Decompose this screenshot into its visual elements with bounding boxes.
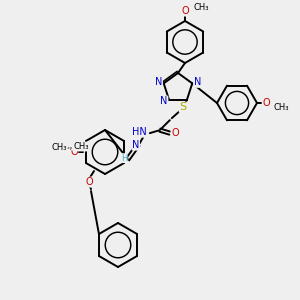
Text: N: N	[194, 77, 201, 87]
Text: O: O	[171, 128, 178, 138]
Text: CH₃: CH₃	[274, 103, 290, 112]
Text: S: S	[179, 102, 186, 112]
Text: CH₃: CH₃	[194, 2, 209, 11]
Text: H: H	[121, 154, 127, 163]
Text: CH₃: CH₃	[73, 142, 88, 151]
Text: methoxy: methoxy	[55, 146, 73, 150]
Text: N: N	[160, 96, 168, 106]
Text: O: O	[85, 177, 93, 187]
Text: CH₃: CH₃	[52, 142, 67, 152]
Text: HN: HN	[132, 127, 147, 137]
Text: O: O	[181, 6, 189, 16]
Text: O: O	[262, 98, 270, 108]
Text: N: N	[132, 140, 140, 150]
Text: O: O	[70, 147, 78, 157]
Text: N: N	[155, 77, 162, 87]
